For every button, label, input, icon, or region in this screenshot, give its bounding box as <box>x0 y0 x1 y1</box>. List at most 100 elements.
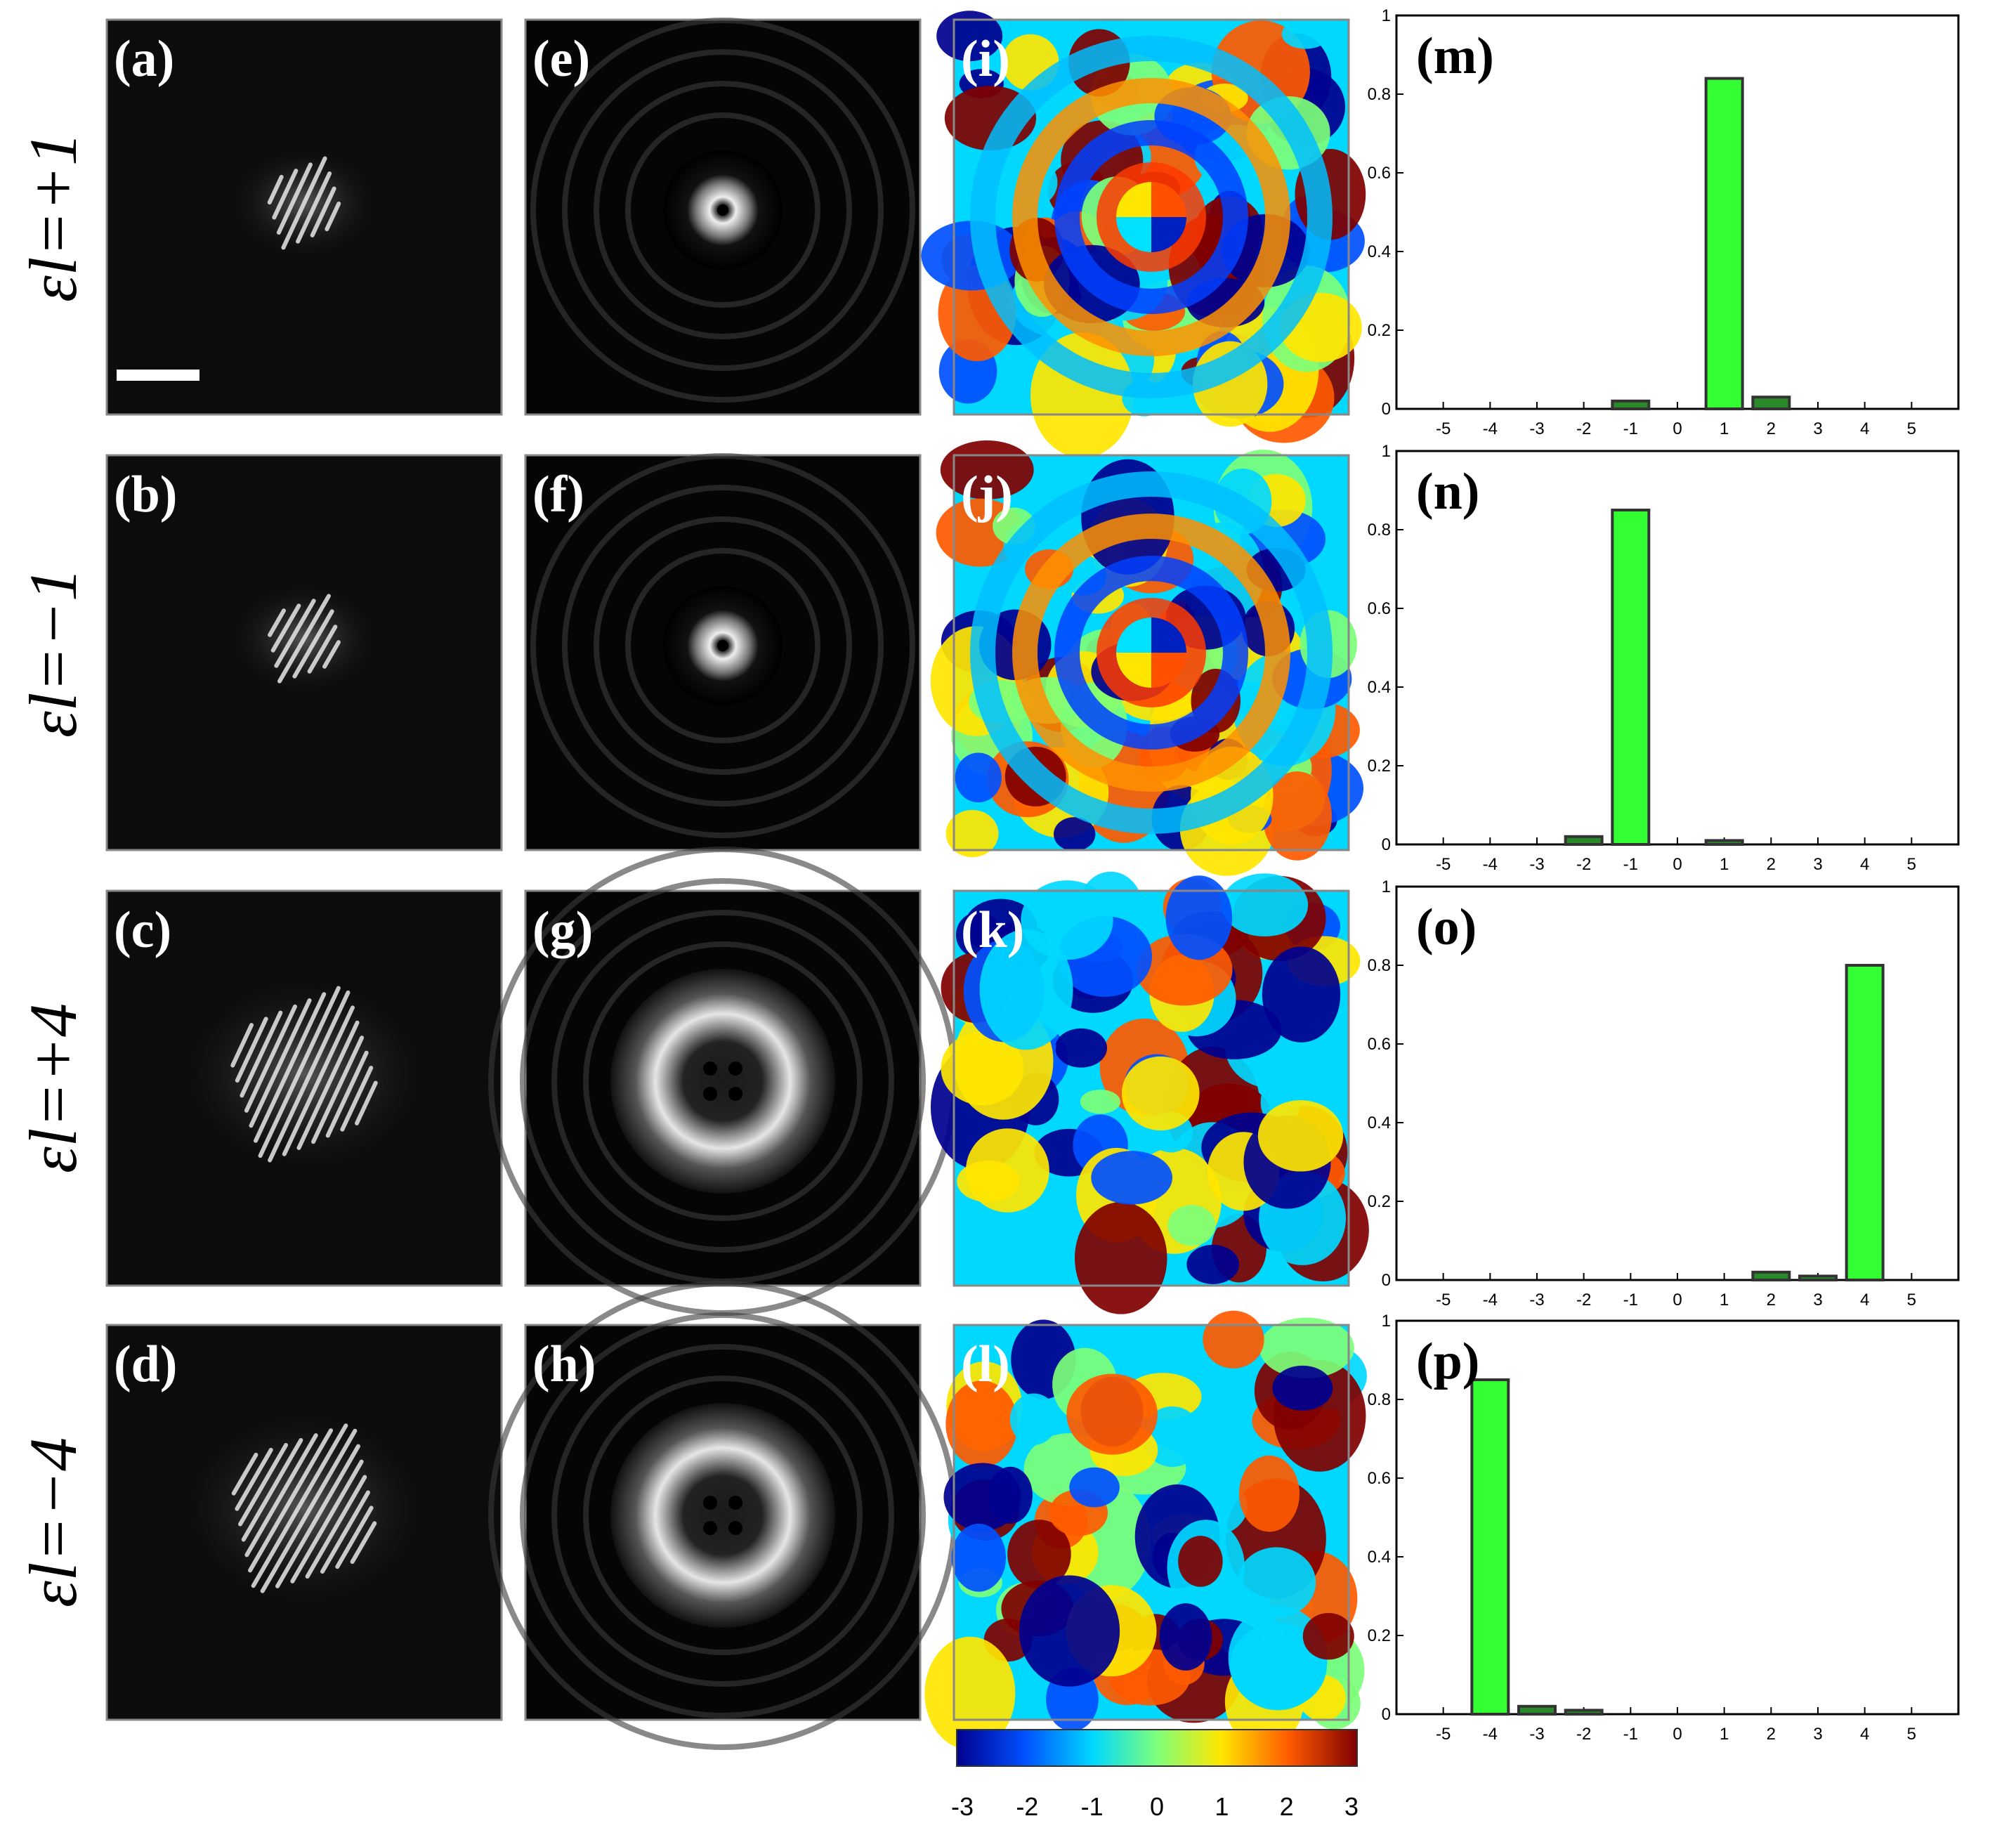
fringe-image: (a) <box>105 18 503 416</box>
panel-label: (e) <box>532 30 590 88</box>
x-tick-label: 3 <box>1813 1291 1822 1310</box>
phase-image: (k) <box>930 871 1369 1314</box>
x-tick-label: 2 <box>1767 1291 1776 1310</box>
bar <box>1470 1378 1510 1716</box>
x-tick-label: -5 <box>1436 419 1451 438</box>
panel-label: (j) <box>961 466 1013 523</box>
x-tick-label: 4 <box>1860 855 1869 874</box>
panel-label: (h) <box>532 1336 596 1393</box>
panels: (a) (e) (i) (b) (f) (j) (c) (g) (k) (d) (h) (l) <box>105 11 1369 1750</box>
panel-label: (b) <box>114 466 177 523</box>
x-tick-label: -4 <box>1483 1725 1498 1744</box>
colorbar-gradient <box>956 1729 1358 1767</box>
phase-colorbar: -3 -2 -1 0 1 2 3 <box>951 1729 1359 1821</box>
y-tick-label: 0 <box>1382 400 1391 419</box>
x-tick-label: -3 <box>1529 1291 1544 1310</box>
panel-label: (o) <box>1416 899 1477 956</box>
x-tick-label: -1 <box>1623 1291 1638 1310</box>
bar <box>1611 509 1651 846</box>
row-label: εl=−4 <box>15 1437 91 1607</box>
y-tick-label: 1 <box>1382 877 1391 896</box>
x-tick-label: 5 <box>1907 1725 1916 1744</box>
x-tick-label: -1 <box>1623 855 1638 874</box>
panel-label: (d) <box>114 1336 177 1393</box>
x-tick-label: -5 <box>1436 1291 1451 1310</box>
y-tick-label: 0.8 <box>1368 956 1391 975</box>
y-tick-label: 0.4 <box>1368 678 1391 697</box>
fringe-image: (d) <box>105 1324 503 1721</box>
intensity-image: (f) <box>524 453 922 851</box>
y-tick-label: 0.2 <box>1368 321 1391 340</box>
x-tick-label: -4 <box>1483 1291 1498 1310</box>
y-tick-label: 0 <box>1382 835 1391 854</box>
histogram: 0 0.2 0.4 0.6 0.8 1 -5 -4 -3 -2 -1 0 1 2 3 4 5 (m) <box>1368 6 1960 438</box>
x-tick-label: 4 <box>1860 1291 1869 1310</box>
x-tick-label: 0 <box>1673 1291 1682 1310</box>
histogram: 0 0.2 0.4 0.6 0.8 1 -5 -4 -3 -2 -1 0 1 2 3 4 5 (p) <box>1368 1312 1960 1744</box>
y-tick-label: 0.8 <box>1368 1390 1391 1409</box>
x-tick-label: 2 <box>1767 855 1776 874</box>
panel-label: (c) <box>114 901 171 959</box>
x-tick-label: -2 <box>1576 1725 1591 1744</box>
y-tick-label: 0 <box>1382 1705 1391 1724</box>
colorbar-tick-label: -3 <box>951 1792 974 1821</box>
panel-label: (a) <box>114 30 174 88</box>
colorbar-tick-label: -2 <box>1016 1792 1038 1821</box>
x-tick-label: 1 <box>1720 1291 1729 1310</box>
colorbar-tick-label: 1 <box>1215 1792 1229 1821</box>
x-tick-label: -1 <box>1623 419 1638 438</box>
intensity-image: (e) <box>524 18 922 416</box>
x-tick-label: -2 <box>1576 419 1591 438</box>
bar <box>1704 77 1744 410</box>
panel-label: (n) <box>1416 463 1479 521</box>
bar <box>1517 1704 1557 1716</box>
y-tick-label: 0.4 <box>1368 1114 1391 1132</box>
x-tick-label: 2 <box>1767 419 1776 438</box>
fringe-image: (b) <box>105 454 503 851</box>
x-tick-label: 1 <box>1720 855 1729 874</box>
panel-label: (g) <box>532 901 593 959</box>
colorbar-tick-label: 2 <box>1280 1792 1294 1821</box>
colorbar-tick-label: -1 <box>1081 1792 1104 1821</box>
x-tick-label: 5 <box>1907 1291 1916 1310</box>
x-tick-label: 0 <box>1673 855 1682 874</box>
y-tick-label: 0.2 <box>1368 1626 1391 1645</box>
bar <box>1845 964 1885 1281</box>
x-tick-label: -5 <box>1436 1725 1451 1744</box>
x-tick-label: -3 <box>1529 1725 1544 1744</box>
bar <box>1564 1709 1604 1716</box>
intensity-image: (h) <box>488 1281 957 1750</box>
y-tick-label: 0.8 <box>1368 521 1391 540</box>
phase-image: (l) <box>924 1310 1367 1750</box>
row-labels: εl=+1 εl=−1 εl=+4 εl=−4 <box>15 132 91 1607</box>
bar <box>1798 1274 1838 1282</box>
panel-label: (m) <box>1416 27 1494 85</box>
y-tick-label: 1 <box>1382 6 1391 25</box>
x-tick-label: -5 <box>1436 855 1451 874</box>
x-tick-label: -2 <box>1576 855 1591 874</box>
row-label: εl=+1 <box>15 132 91 302</box>
y-tick-label: 0.8 <box>1368 85 1391 104</box>
panel-label: (l) <box>961 1336 1010 1393</box>
bar <box>1611 399 1651 410</box>
colorbar-tick-label: 3 <box>1344 1792 1359 1821</box>
panel-label: (f) <box>532 466 584 523</box>
x-tick-label: -4 <box>1483 855 1498 874</box>
colorbar-tick-label: 0 <box>1150 1792 1164 1821</box>
y-tick-label: 0.2 <box>1368 757 1391 776</box>
axes-frame <box>1395 14 1960 410</box>
row-label: εl=+4 <box>15 1003 91 1173</box>
x-tick-label: 3 <box>1813 855 1822 874</box>
x-tick-label: 5 <box>1907 855 1916 874</box>
y-tick-label: 0.6 <box>1368 1469 1391 1488</box>
x-tick-label: 0 <box>1673 1725 1682 1744</box>
intensity-image: (g) <box>488 847 957 1316</box>
x-tick-label: 3 <box>1813 1725 1822 1744</box>
y-tick-label: 0.2 <box>1368 1192 1391 1211</box>
histograms: 0 0.2 0.4 0.6 0.8 1 -5 -4 -3 -2 -1 0 1 2 3 4 5 (m) 0 0.2 0.4… <box>1368 6 1960 1744</box>
x-tick-label: -2 <box>1576 1291 1591 1310</box>
x-tick-label: -4 <box>1483 419 1498 438</box>
phase-image: (i) <box>921 11 1366 458</box>
histogram: 0 0.2 0.4 0.6 0.8 1 -5 -4 -3 -2 -1 0 1 2 3 4 5 (n) <box>1368 442 1960 874</box>
